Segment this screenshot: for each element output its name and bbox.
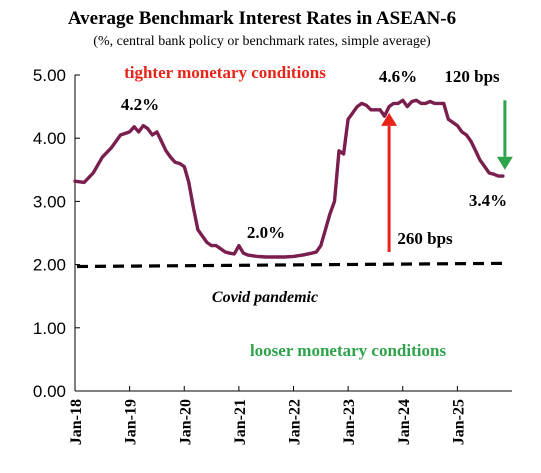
label-120-bps: 120 bps — [444, 67, 500, 86]
x-tick-label: Jan-22 — [287, 399, 304, 445]
tightening-arrow-head — [381, 112, 398, 126]
covid-pandemic-label: Covid pandemic — [212, 289, 318, 306]
label-trough-2021: 2.0% — [247, 223, 285, 242]
series-line — [73, 98, 505, 259]
label-latest-2025: 3.4% — [469, 191, 507, 210]
y-tick-label: 2.00 — [33, 256, 66, 275]
x-tick-label: Jan-21 — [232, 399, 249, 445]
annotation-tighter: tighter monetary conditions — [124, 63, 326, 82]
x-tick-label: Jan-25 — [450, 399, 467, 445]
x-tick-label: Jan-19 — [123, 399, 140, 445]
y-tick-label: 1.00 — [33, 319, 66, 338]
chart-title: Average Benchmark Interest Rates in ASEA… — [68, 8, 456, 29]
label-peak-2024: 4.6% — [379, 67, 417, 86]
covid-dashed-line — [76, 261, 505, 269]
plot-area: 0.00 1.00 2.00 3.00 4.00 5.00 Jan-18 Jan-19 Jan-… — [33, 66, 513, 445]
label-peak-2019: 4.2% — [121, 95, 159, 114]
x-tick-label: Jan-18 — [68, 399, 85, 445]
x-tick-label: Jan-24 — [396, 399, 413, 445]
chart-subtitle: (%, central bank policy or benchmark rat… — [93, 34, 431, 49]
y-tick-label: 0.00 — [33, 382, 66, 401]
y-tick-label: 3.00 — [33, 192, 66, 211]
x-tick-label: Jan-23 — [341, 399, 358, 445]
label-260-bps: 260 bps — [397, 229, 453, 248]
easing-arrow-head — [496, 156, 513, 170]
annotation-looser: looser monetary conditions — [250, 341, 447, 360]
x-tick-label: Jan-20 — [177, 399, 194, 445]
y-tick-label: 4.00 — [33, 129, 66, 148]
y-tick-label: 5.00 — [33, 66, 66, 85]
